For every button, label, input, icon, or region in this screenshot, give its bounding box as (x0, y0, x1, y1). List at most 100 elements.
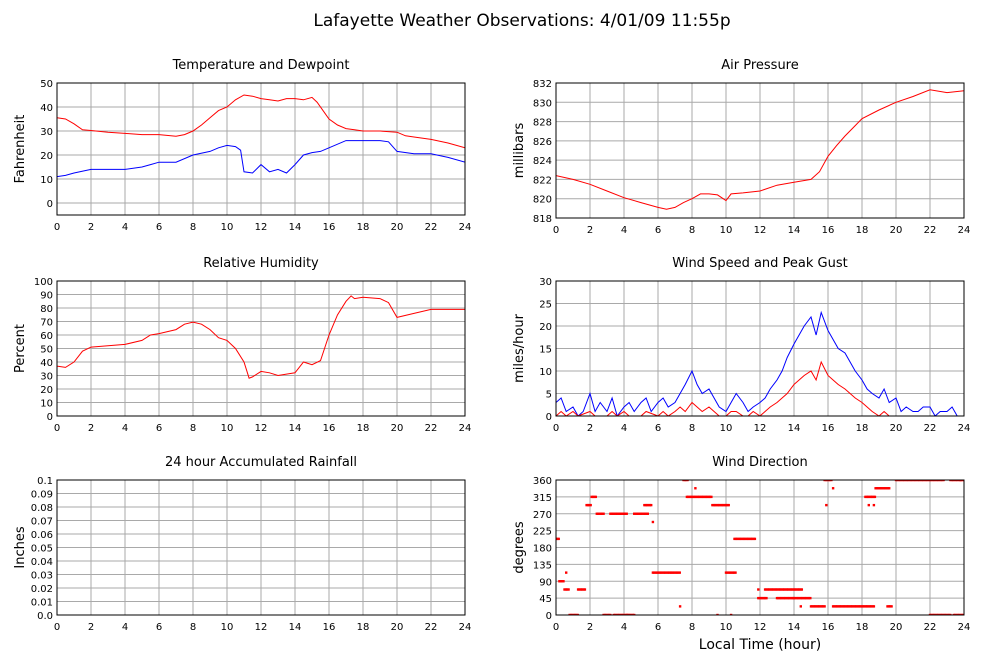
y-tick-label: 225 (533, 527, 552, 538)
direction-point (907, 480, 910, 482)
direction-point (620, 512, 623, 515)
x-tick-label: 20 (391, 622, 404, 633)
x-tick-label: 10 (720, 622, 733, 633)
direction-point (617, 512, 620, 515)
direction-point (813, 605, 817, 608)
direction-point (689, 495, 693, 499)
y-tick-label: 315 (533, 493, 552, 504)
x-tick-label: 0 (553, 622, 559, 633)
direction-point (642, 512, 645, 515)
direction-point (850, 605, 854, 608)
direction-point (602, 613, 605, 615)
direction-point (779, 596, 783, 600)
x-tick-label: 6 (655, 622, 661, 633)
y-tick-label: 0.05 (31, 544, 53, 555)
direction-point (733, 537, 736, 541)
direction-point (678, 571, 681, 574)
direction-point (924, 480, 928, 482)
direction-point (620, 613, 624, 615)
direction-point (588, 503, 591, 507)
direction-point (905, 480, 909, 482)
direction-point (746, 537, 750, 541)
x-tick-label: 16 (822, 622, 835, 633)
x-tick-label: 6 (156, 222, 162, 233)
direction-point (683, 480, 687, 482)
direction-point (706, 495, 709, 499)
direction-point (958, 613, 961, 615)
direction-point (630, 613, 633, 615)
direction-point (767, 588, 771, 591)
y-tick-label: 822 (533, 175, 552, 186)
direction-point (889, 605, 892, 608)
direction-point (879, 487, 883, 490)
direction-point (952, 613, 955, 615)
y-tick-label: 20 (40, 385, 53, 396)
direction-point (775, 596, 779, 600)
chart-title: Air Pressure (721, 58, 799, 73)
direction-point (942, 613, 945, 615)
y-tick-label: 20 (40, 151, 53, 162)
direction-point (752, 537, 755, 541)
direction-point (896, 480, 899, 482)
direction-point (562, 580, 565, 583)
direction-point (872, 495, 875, 499)
direction-point (941, 613, 944, 615)
direction-point (702, 495, 705, 499)
direction-point (888, 487, 891, 490)
direction-point (856, 605, 859, 608)
direction-point (823, 605, 826, 608)
direction-point (956, 613, 960, 615)
direction-point (930, 613, 933, 615)
x-tick-label: 22 (924, 622, 937, 633)
direction-point (744, 537, 747, 541)
y-tick-label: 25 (539, 300, 552, 311)
direction-point (566, 588, 569, 591)
direction-point (812, 605, 815, 608)
direction-point (757, 596, 760, 600)
direction-point (742, 537, 746, 541)
x-tick-label: 12 (754, 423, 767, 434)
direction-point (849, 605, 852, 608)
direction-point (959, 613, 962, 615)
direction-point (724, 503, 728, 507)
direction-point (579, 588, 583, 591)
direction-point (815, 605, 818, 608)
direction-point (724, 571, 728, 574)
y-tick-label: 90 (539, 577, 552, 588)
direction-point (773, 588, 776, 591)
direction-point (793, 588, 797, 591)
direction-point (936, 480, 940, 482)
y-axis-label: Percent (13, 324, 28, 373)
direction-point (919, 480, 922, 482)
direction-point (635, 512, 639, 515)
direction-point (627, 613, 630, 615)
direction-point (591, 495, 595, 499)
direction-point (777, 596, 780, 600)
direction-point (790, 596, 794, 600)
direction-point (787, 588, 790, 591)
direction-point (585, 503, 588, 507)
direction-point (920, 480, 924, 482)
x-tick-label: 4 (621, 622, 627, 633)
direction-point (866, 495, 870, 499)
direction-point (927, 480, 930, 482)
y-tick-label: 0.1 (37, 476, 53, 487)
direction-point (638, 512, 641, 515)
direction-point (938, 480, 941, 482)
direction-point (825, 503, 828, 507)
direction-point (945, 613, 948, 615)
x-tick-label: 2 (88, 423, 94, 434)
direction-point (955, 613, 958, 615)
direction-point (774, 588, 778, 591)
direction-point (715, 503, 718, 507)
direction-point (671, 571, 675, 574)
direction-point (685, 480, 688, 482)
direction-point (782, 588, 786, 591)
direction-point (623, 613, 626, 615)
direction-point (928, 613, 932, 615)
x-tick-label: 16 (323, 222, 336, 233)
chart-data-layer (556, 310, 958, 416)
direction-point (624, 613, 628, 615)
